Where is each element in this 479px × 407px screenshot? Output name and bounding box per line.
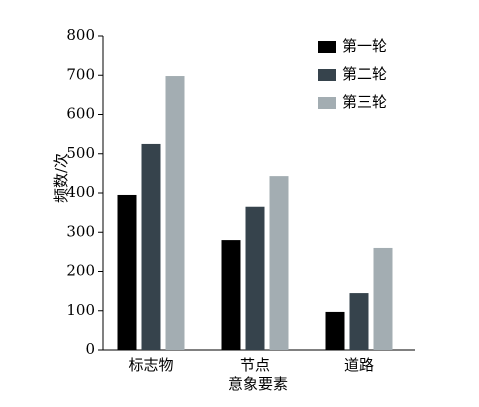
x-tick-label: 道路 [344, 356, 374, 374]
bar [269, 176, 289, 350]
bar [221, 240, 241, 350]
legend-label: 第二轮 [342, 65, 387, 83]
bar [325, 311, 345, 350]
bar [373, 247, 393, 350]
y-tick-label: 300 [66, 222, 95, 240]
x-tick-label: 标志物 [128, 356, 173, 374]
y-tick-label: 500 [66, 144, 95, 162]
x-axis-label: 意象要素 [228, 375, 288, 393]
y-tick-label: 0 [85, 340, 95, 358]
y-tick-label: 800 [66, 26, 95, 44]
legend-swatch [318, 69, 336, 81]
legend-swatch [318, 97, 336, 109]
y-tick-label: 100 [66, 301, 95, 319]
y-axis-label: 频数/次 [52, 153, 70, 203]
legend-swatch [318, 41, 336, 53]
bar [245, 206, 265, 350]
y-tick-label: 400 [66, 183, 95, 201]
y-tick-label: 700 [66, 65, 95, 83]
bar [349, 293, 369, 350]
bar [117, 194, 137, 350]
y-tick-label: 600 [66, 105, 95, 123]
x-tick-label: 节点 [240, 356, 270, 374]
legend-label: 第三轮 [342, 93, 387, 111]
bar [165, 76, 185, 350]
y-tick-label: 200 [66, 262, 95, 280]
legend-label: 第一轮 [342, 37, 387, 55]
bar [141, 143, 161, 350]
